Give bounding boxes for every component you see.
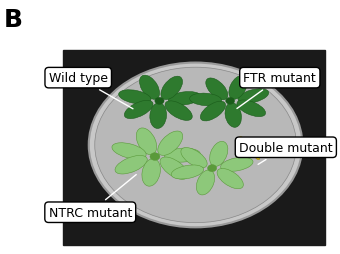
Ellipse shape bbox=[197, 170, 215, 195]
Ellipse shape bbox=[248, 139, 255, 144]
Ellipse shape bbox=[124, 101, 153, 119]
Ellipse shape bbox=[165, 102, 192, 121]
Text: Wild type: Wild type bbox=[49, 72, 133, 109]
Ellipse shape bbox=[161, 77, 183, 100]
Ellipse shape bbox=[206, 79, 228, 100]
Ellipse shape bbox=[190, 94, 222, 106]
Ellipse shape bbox=[237, 101, 266, 117]
Ellipse shape bbox=[236, 145, 243, 149]
Ellipse shape bbox=[257, 149, 263, 153]
Text: Double mutant: Double mutant bbox=[239, 141, 333, 165]
Ellipse shape bbox=[221, 158, 253, 172]
Ellipse shape bbox=[255, 155, 260, 160]
Circle shape bbox=[89, 63, 302, 227]
Ellipse shape bbox=[139, 76, 159, 100]
Ellipse shape bbox=[229, 76, 247, 100]
Ellipse shape bbox=[239, 137, 244, 142]
Ellipse shape bbox=[119, 90, 151, 104]
Ellipse shape bbox=[142, 159, 160, 186]
Ellipse shape bbox=[217, 169, 243, 189]
Circle shape bbox=[226, 98, 235, 105]
Ellipse shape bbox=[200, 102, 225, 121]
Ellipse shape bbox=[238, 89, 269, 104]
Ellipse shape bbox=[158, 132, 183, 156]
Circle shape bbox=[150, 153, 160, 161]
FancyBboxPatch shape bbox=[63, 51, 325, 245]
Ellipse shape bbox=[249, 147, 254, 152]
Ellipse shape bbox=[171, 165, 204, 179]
Ellipse shape bbox=[112, 143, 146, 159]
Text: B: B bbox=[3, 8, 22, 31]
Ellipse shape bbox=[246, 146, 251, 151]
Circle shape bbox=[155, 98, 164, 105]
Ellipse shape bbox=[150, 103, 167, 129]
Ellipse shape bbox=[115, 156, 147, 174]
Ellipse shape bbox=[136, 129, 157, 155]
Circle shape bbox=[95, 68, 296, 223]
Text: NTRC mutant: NTRC mutant bbox=[49, 175, 136, 219]
Ellipse shape bbox=[245, 154, 252, 158]
Ellipse shape bbox=[165, 149, 201, 163]
Text: FTR mutant: FTR mutant bbox=[237, 72, 316, 109]
Circle shape bbox=[207, 165, 217, 172]
Ellipse shape bbox=[160, 157, 188, 180]
Ellipse shape bbox=[181, 148, 207, 168]
Ellipse shape bbox=[168, 92, 201, 106]
Ellipse shape bbox=[210, 142, 228, 167]
Ellipse shape bbox=[225, 103, 241, 128]
